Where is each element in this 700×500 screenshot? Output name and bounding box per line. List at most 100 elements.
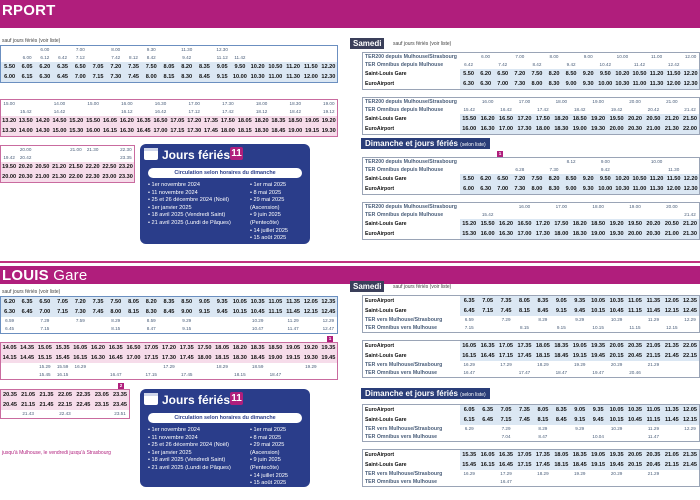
- time-cell: 18.42: [573, 107, 586, 112]
- time-cell: 20.50: [664, 221, 679, 227]
- time-cell: 8.47: [538, 434, 548, 439]
- time-cell: 16.00: [480, 231, 495, 237]
- time-cell: 11.47: [287, 326, 299, 331]
- time-cell: 11.29: [647, 426, 659, 431]
- time-cell: 7.35: [519, 407, 530, 413]
- time-cell: [494, 166, 511, 174]
- time-cell: 11.15: [628, 308, 642, 314]
- time-cell: [477, 166, 494, 174]
- time-cell: 21.05: [664, 452, 679, 458]
- time-cell: 16.15: [462, 353, 477, 359]
- time-cell: [1, 363, 19, 371]
- time-cell: [284, 363, 302, 371]
- time-cell: [196, 54, 214, 62]
- time-cell: 19.45: [609, 462, 624, 468]
- time-cell: [663, 211, 681, 219]
- time-cell: 18.00: [555, 99, 568, 104]
- time-cell: 7.45: [92, 309, 104, 315]
- time-cell: 19.45: [591, 353, 606, 359]
- time-cell: 16.05: [480, 452, 495, 458]
- time-cell: 17.30: [187, 128, 202, 134]
- time-cell: 16.47: [500, 479, 512, 484]
- time-cell: 9.45: [216, 309, 228, 315]
- time-cell: 7.20: [74, 299, 86, 305]
- time-cell: [477, 158, 494, 167]
- time-cell: 21.15: [664, 462, 679, 468]
- time-cell: [631, 158, 648, 167]
- time-cell: 19.00: [591, 231, 606, 237]
- time-cell: 19.00: [288, 128, 303, 134]
- time-cell: 9.42: [182, 55, 192, 60]
- time-cell: 7.00: [39, 309, 51, 315]
- time-cell: 9.05: [216, 64, 228, 70]
- time-cell: 7.00: [497, 186, 509, 192]
- time-cell: [1, 146, 18, 155]
- time-cell: 16.45: [136, 128, 151, 134]
- time-cell: 7.05: [92, 64, 104, 70]
- time-cell: [460, 53, 477, 62]
- time-cell: 8.47: [146, 326, 156, 331]
- holiday-item: 8 mai 2025: [250, 435, 310, 443]
- time-cell: 12.20: [683, 71, 698, 77]
- time-cell: [644, 211, 662, 219]
- time-cell: 17.45: [535, 462, 550, 468]
- time-cell: 17.00: [188, 101, 200, 106]
- time-cell: [552, 425, 570, 433]
- time-cell: 22.50: [102, 164, 117, 170]
- time-cell: 18.45: [554, 353, 569, 359]
- time-cell: 8.45: [199, 74, 210, 80]
- time-cell: 19.20: [591, 116, 606, 122]
- time-cell: 7.20: [110, 64, 122, 70]
- time-cell: [534, 478, 552, 487]
- time-cell: 20.00: [628, 231, 642, 237]
- time-cell: 7.50: [110, 299, 122, 305]
- time-cell: 18.50: [288, 118, 303, 124]
- time-cell: 12.15: [683, 417, 698, 423]
- time-cell: 10.15: [609, 417, 624, 423]
- time-cell: 16.15: [480, 462, 495, 468]
- holiday-item: 14 juillet 2025: [250, 473, 310, 481]
- time-cell: [125, 325, 143, 334]
- time-cell: [614, 158, 631, 167]
- time-cell: 17.30: [517, 126, 532, 132]
- time-cell: 19.00: [629, 204, 641, 209]
- time-cell: 19.20: [609, 221, 624, 227]
- time-cell: [101, 154, 118, 162]
- row-label: EuroAirport: [362, 295, 460, 306]
- time-cell: [626, 106, 644, 114]
- time-cell: 18.29: [216, 364, 228, 369]
- time-cell: 7.15: [57, 309, 69, 315]
- time-cell: 6.45: [482, 417, 494, 423]
- time-cell: 21.50: [68, 164, 83, 170]
- time-cell: [135, 100, 152, 109]
- time-cell: 15.45: [55, 355, 70, 361]
- time-cell: 11.00: [632, 186, 647, 192]
- time-cell: [552, 106, 570, 114]
- time-cell: 9.05: [555, 298, 567, 304]
- time-cell: 7.42: [498, 62, 508, 67]
- time-cell: 16.50: [126, 345, 141, 351]
- time-cell: 6.30: [39, 74, 51, 80]
- holiday-item: 14 juillet 2025: [250, 228, 310, 236]
- time-cell: 12.30: [216, 47, 228, 52]
- time-cell: 8.05: [537, 407, 549, 413]
- time-cell: 17.15: [170, 128, 185, 134]
- time-cell: 13.30: [2, 128, 17, 134]
- time-cell: 19.05: [591, 452, 606, 458]
- time-cell: 22.30: [85, 174, 100, 180]
- time-cell: 13.20: [2, 118, 17, 124]
- time-cell: 7.30: [514, 81, 526, 87]
- time-cell: 22.05: [683, 343, 698, 349]
- time-cell: 18.30: [254, 128, 269, 134]
- holiday-item: 21 avril 2025 (Lundi de Pâques): [148, 465, 231, 473]
- time-cell: [515, 425, 533, 433]
- time-cell: 12.30: [321, 74, 336, 80]
- time-cell: 20.30: [628, 126, 642, 132]
- time-cell: [663, 433, 681, 442]
- time-cell: [681, 324, 699, 333]
- time-cell: 15.20: [69, 118, 84, 124]
- time-cell: 20.20: [646, 221, 661, 227]
- sauf-label-right-bottom: sauf jours fériés (voir liste): [393, 284, 452, 290]
- time-cell: 6.35: [463, 298, 475, 304]
- time-cell: 16.12: [121, 109, 133, 114]
